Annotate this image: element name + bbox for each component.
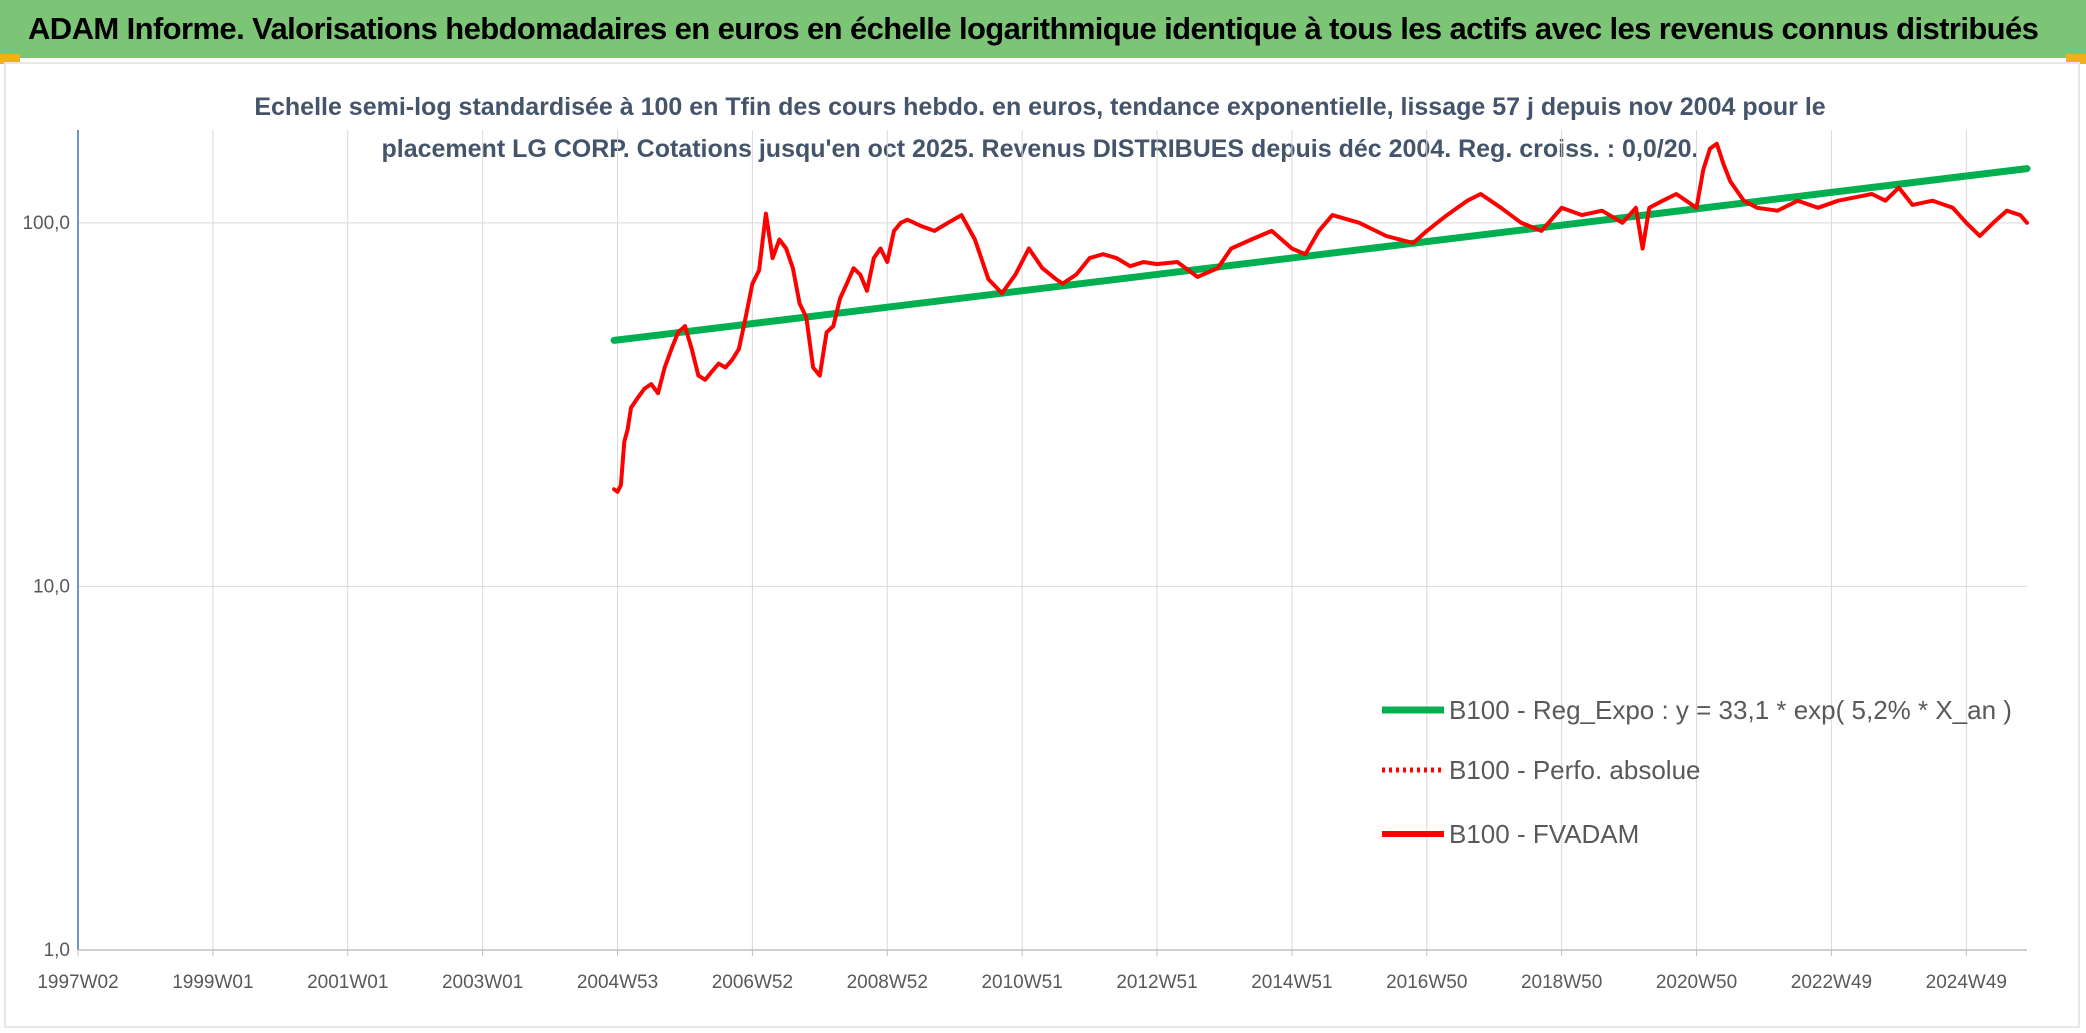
axes: 1,0 10,0 100,0 1997W02 1999W01 2001W01 2003W01… (22, 130, 2027, 993)
report-banner: ADAM Informe. Valorisations hebdomadaire… (0, 0, 2086, 58)
x-tick-label: 2006W52 (712, 972, 793, 993)
corner-accent-right (2066, 54, 2086, 64)
legend: B100 - Reg_Expo : y = 33,1 * exp( 5,2% *… (1382, 695, 2012, 849)
report-title: ADAM Informe. Valorisations hebdomadaire… (28, 11, 2039, 46)
x-tick-label: 2018W50 (1521, 972, 1602, 993)
legend-label-regression: B100 - Reg_Expo : y = 33,1 * exp( 5,2% *… (1449, 695, 2012, 725)
x-tick-label: 2012W51 (1116, 972, 1197, 993)
regression-line (610, 165, 2031, 344)
x-tick-label: 2022W49 (1791, 972, 1872, 993)
x-tick-label: 2010W51 (981, 972, 1062, 993)
x-tick-label: 2004W53 (577, 972, 658, 993)
chart-frame (4, 62, 2080, 1028)
fvadam-price-line (612, 141, 2029, 494)
y-tick-label: 1,0 (44, 940, 70, 961)
y-tick-label: 100,0 (22, 213, 70, 234)
y-tick-label: 10,0 (33, 576, 70, 597)
legend-label-perfo: B100 - Perfo. absolue (1449, 755, 1701, 785)
x-tick-label: 2016W50 (1386, 972, 1467, 993)
x-tick-label: 2008W52 (847, 972, 928, 993)
x-tick-label: 2020W50 (1656, 972, 1737, 993)
x-tick-label: 1999W01 (172, 972, 253, 993)
x-tick-label: 2014W51 (1251, 972, 1332, 993)
chart-subtitle-line-1: Echelle semi-log standardisée à 100 en T… (254, 93, 1825, 121)
x-tick-label: 2024W49 (1926, 972, 2007, 993)
x-tick-label: 2001W01 (307, 972, 388, 993)
x-tick-label: 1997W02 (37, 972, 118, 993)
x-tick-label: 2003W01 (442, 972, 523, 993)
chart-subtitle-line-2: placement LG CORP. Cotations jusqu'en oc… (381, 135, 1698, 163)
corner-accent-left (0, 54, 20, 64)
plot-area (610, 141, 2031, 494)
legend-label-fvadam: B100 - FVADAM (1449, 819, 1639, 849)
grid (78, 130, 2027, 950)
